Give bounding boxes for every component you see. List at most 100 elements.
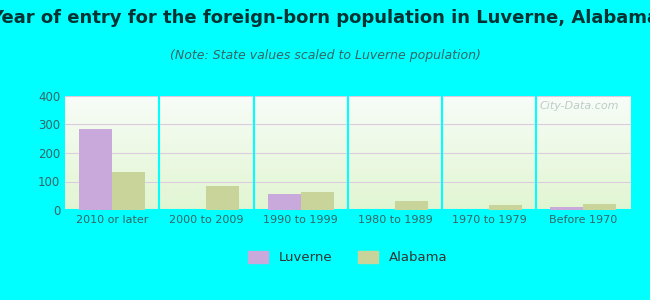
Bar [65, 119, 630, 120]
Bar [65, 104, 630, 105]
Bar [65, 185, 630, 186]
Bar [65, 108, 630, 109]
Bar [65, 153, 630, 154]
Bar [65, 158, 630, 159]
Bar [65, 150, 630, 151]
Bar [65, 192, 630, 193]
Bar [65, 121, 630, 122]
Bar [65, 203, 630, 204]
Bar [300, 192, 333, 210]
Bar [489, 205, 522, 210]
Bar [65, 170, 630, 171]
Bar [65, 183, 630, 184]
Bar [65, 147, 630, 148]
Bar [65, 205, 630, 206]
Legend: Luverne, Alabama: Luverne, Alabama [243, 245, 452, 269]
Bar [65, 137, 630, 138]
Bar [65, 135, 630, 136]
Bar [65, 130, 630, 131]
Bar [65, 96, 630, 97]
Bar [65, 112, 630, 113]
Bar [65, 142, 630, 143]
Bar [65, 129, 630, 130]
Bar [65, 179, 630, 180]
Bar [268, 194, 300, 210]
Bar [65, 166, 630, 167]
Bar [65, 131, 630, 132]
Bar [65, 160, 630, 161]
Bar [65, 184, 630, 185]
Bar [395, 202, 428, 210]
Bar [65, 197, 630, 198]
Bar [65, 120, 630, 121]
Bar [65, 138, 630, 139]
Bar [65, 106, 630, 107]
Bar [65, 111, 630, 112]
Bar [65, 196, 630, 197]
Bar [65, 187, 630, 188]
Bar [65, 189, 630, 190]
Bar [65, 200, 630, 201]
Bar [65, 188, 630, 189]
Bar [65, 103, 630, 104]
Bar [65, 125, 630, 126]
Bar [65, 171, 630, 172]
Bar [65, 194, 630, 195]
Bar [65, 143, 630, 144]
Text: (Note: State values scaled to Luverne population): (Note: State values scaled to Luverne po… [170, 50, 480, 62]
Bar [65, 118, 630, 119]
Bar [65, 156, 630, 157]
Bar [65, 177, 630, 178]
Bar [65, 178, 630, 179]
Bar [65, 201, 630, 202]
Bar [65, 97, 630, 98]
Bar [65, 175, 630, 176]
Bar [65, 208, 630, 209]
Bar [65, 149, 630, 150]
Bar [65, 164, 630, 165]
Bar [65, 132, 630, 133]
Bar [65, 128, 630, 129]
Text: City-Data.com: City-Data.com [540, 100, 619, 111]
Bar [65, 144, 630, 145]
Bar [65, 116, 630, 117]
Bar [65, 174, 630, 175]
Bar [65, 100, 630, 101]
Bar [65, 136, 630, 137]
Bar [65, 134, 630, 135]
Bar [65, 99, 630, 100]
Bar [65, 141, 630, 142]
Bar [65, 155, 630, 156]
Bar [207, 186, 239, 210]
Bar [65, 109, 630, 110]
Bar [65, 117, 630, 118]
Bar [65, 107, 630, 108]
Bar [65, 123, 630, 124]
Bar [65, 169, 630, 170]
Bar [79, 129, 112, 210]
Bar [65, 176, 630, 177]
Text: Year of entry for the foreign-born population in Luverne, Alabama: Year of entry for the foreign-born popul… [0, 9, 650, 27]
Bar [65, 180, 630, 181]
Bar [65, 122, 630, 123]
Bar [65, 101, 630, 102]
Bar [65, 127, 630, 128]
Bar [65, 198, 630, 199]
Bar [112, 172, 145, 210]
Bar [65, 148, 630, 149]
Bar [65, 209, 630, 210]
Bar [65, 124, 630, 125]
Bar [65, 126, 630, 127]
Bar [65, 140, 630, 141]
Bar [65, 204, 630, 205]
Bar [65, 168, 630, 169]
Bar [65, 154, 630, 155]
Bar [65, 151, 630, 152]
Bar [65, 159, 630, 160]
Bar [65, 193, 630, 194]
Bar [65, 190, 630, 191]
Bar [65, 173, 630, 174]
Bar [65, 102, 630, 103]
Bar [65, 181, 630, 182]
Bar [65, 139, 630, 140]
